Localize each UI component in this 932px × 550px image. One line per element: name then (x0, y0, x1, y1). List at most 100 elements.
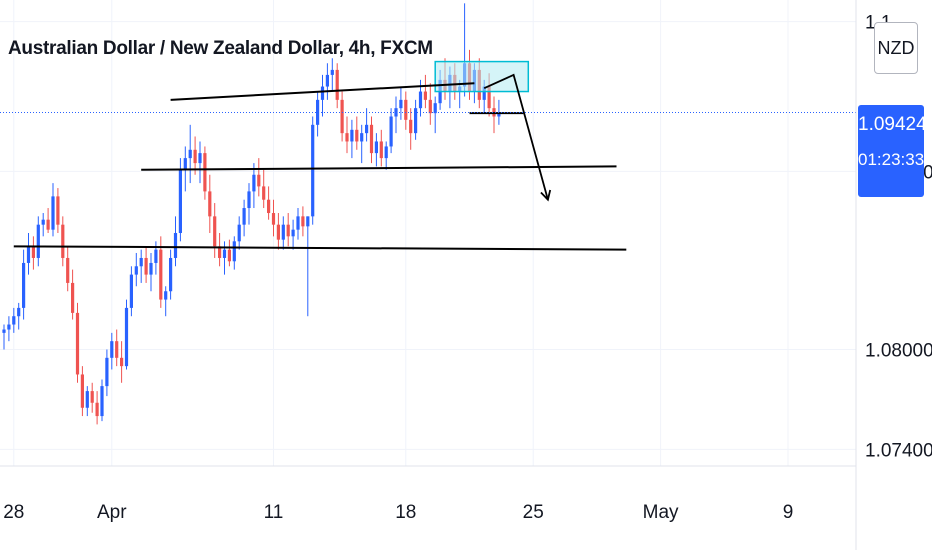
candle-body (232, 241, 236, 262)
candle-body (134, 266, 138, 275)
candle (306, 216, 310, 317)
candle (291, 219, 295, 250)
candle (31, 236, 35, 270)
candle-body (105, 357, 109, 387)
candle-body (276, 224, 280, 240)
candle-body (120, 357, 124, 367)
candle-body (164, 291, 168, 300)
trend-line (13, 245, 627, 251)
candle (433, 96, 437, 134)
candle-body (115, 341, 119, 358)
candle-body (22, 262, 26, 308)
candle-body (350, 129, 354, 142)
candle-body (414, 108, 418, 134)
candle (267, 186, 271, 220)
candle-body (129, 274, 133, 308)
currency-button[interactable]: NZD (874, 22, 918, 74)
candle-body (374, 141, 378, 154)
candle (213, 203, 217, 258)
candle (218, 233, 222, 267)
candle-body (262, 186, 266, 200)
candle (75, 302, 80, 383)
candle-body (159, 249, 163, 300)
candle-body (286, 224, 290, 237)
x-tick-label: 28 (3, 502, 24, 523)
candle (360, 124, 364, 164)
candle (12, 307, 16, 333)
candle-body (237, 224, 241, 242)
projection-path (483, 73, 549, 200)
candle-body (227, 249, 231, 262)
candle (85, 386, 89, 417)
candle (379, 129, 383, 167)
candle (330, 58, 334, 92)
candle (409, 108, 413, 150)
candle-body (46, 219, 50, 230)
candle-body (178, 169, 182, 233)
x-tick-label: 25 (523, 502, 544, 523)
time-axis[interactable]: 28 Apr 11 18 25 May 9 (3, 502, 793, 523)
candle (66, 246, 70, 292)
candle-body (61, 224, 65, 258)
candle-body (384, 146, 388, 159)
arrow-head (540, 189, 552, 202)
chart-title: Australian Dollar / New Zealand Dollar, … (8, 38, 433, 59)
candle (115, 329, 119, 367)
candle-body (12, 316, 16, 325)
x-tick-label: 11 (264, 502, 284, 523)
candle-body (85, 391, 89, 408)
candle (105, 349, 109, 397)
x-tick-label: Apr (97, 502, 127, 523)
candle-body (213, 216, 217, 247)
candle (227, 239, 231, 267)
candle (384, 141, 388, 170)
candle-body (418, 91, 423, 109)
candle (61, 216, 65, 267)
candle-body (433, 103, 437, 114)
candle (188, 124, 192, 184)
candle (492, 96, 496, 134)
candle-body (173, 233, 178, 258)
candle-body (90, 391, 94, 403)
x-tick-label: May (643, 502, 679, 523)
candle-body (320, 86, 325, 100)
candle (345, 116, 349, 154)
candle (100, 379, 104, 422)
candle (399, 86, 403, 120)
supply-zone (434, 60, 530, 93)
candle (90, 382, 94, 413)
candle (276, 213, 280, 250)
analysis-drawings[interactable] (13, 60, 627, 251)
candle (144, 246, 148, 283)
y-tick-label: 1.08000 (865, 341, 932, 362)
candle (149, 252, 153, 292)
candle (247, 183, 251, 225)
candle-body (193, 149, 197, 164)
bar-countdown: 01:23:33 (858, 150, 925, 169)
candle-body (340, 99, 344, 134)
candle (414, 99, 418, 140)
candle (159, 236, 163, 308)
candle (423, 74, 427, 109)
candle (71, 269, 75, 320)
candle-body (325, 74, 329, 87)
candle (129, 266, 133, 317)
candle-body (399, 99, 403, 109)
candle-body (360, 133, 364, 142)
candle (95, 391, 99, 425)
candle (271, 199, 276, 237)
candle-body (203, 153, 207, 192)
candle (355, 116, 359, 150)
candle-body (198, 153, 202, 164)
candle-body (497, 113, 501, 117)
x-tick-label: 9 (783, 502, 794, 523)
candle-body (267, 199, 271, 214)
candle (257, 158, 261, 197)
candle-body (80, 374, 84, 408)
candle-body (487, 86, 491, 109)
candle-body (31, 246, 35, 258)
candle-body (355, 129, 359, 142)
candle-body (149, 262, 153, 275)
